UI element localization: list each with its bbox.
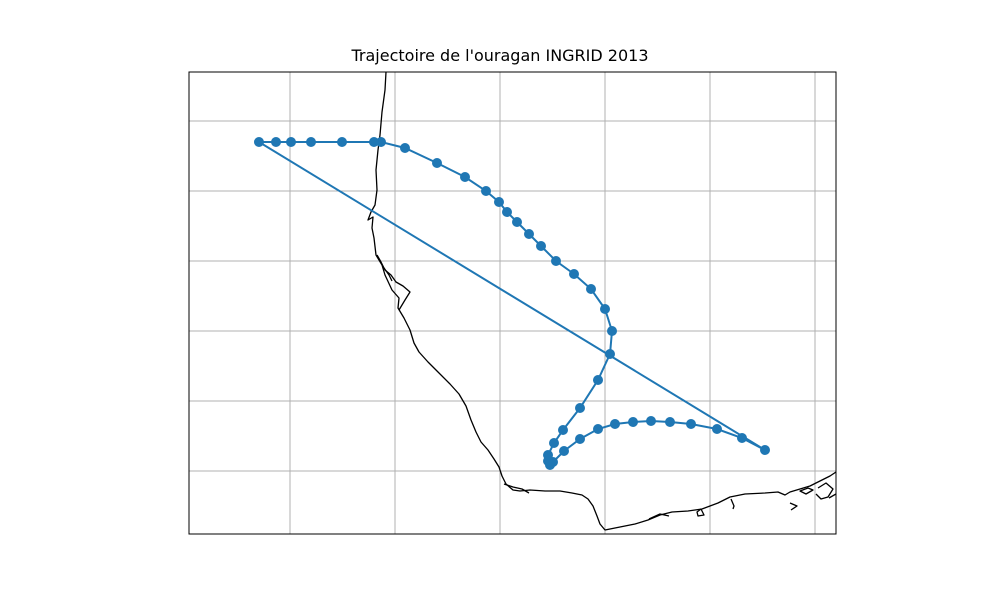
map-frame: [188, 71, 837, 535]
track-point: [512, 217, 522, 227]
track-point: [559, 446, 569, 456]
track-point: [536, 241, 546, 251]
track-point: [665, 417, 675, 427]
hurricane-track: [254, 137, 770, 470]
track-point: [460, 172, 470, 182]
track-point: [610, 419, 620, 429]
track-point: [607, 326, 617, 336]
gridlines: [189, 72, 836, 534]
track-point: [686, 419, 696, 429]
track-point: [737, 433, 747, 443]
map-title: Trajectoire de l'ouragan INGRID 2013: [351, 46, 649, 65]
track-point: [286, 137, 296, 147]
track-point: [494, 197, 504, 207]
track-point: [481, 186, 491, 196]
track-point: [646, 416, 656, 426]
track-point: [549, 438, 559, 448]
track-point: [605, 349, 615, 359]
track-point: [575, 434, 585, 444]
track-point: [569, 269, 579, 279]
track-point: [593, 375, 603, 385]
track-point: [543, 450, 553, 460]
track-point: [628, 417, 638, 427]
track-point: [400, 143, 410, 153]
track-point: [432, 158, 442, 168]
track-line: [255, 141, 766, 467]
track-point: [337, 137, 347, 147]
track-point: [369, 137, 379, 147]
track-point: [586, 284, 596, 294]
track-point: [593, 424, 603, 434]
track-point: [524, 229, 534, 239]
track-point: [551, 256, 561, 266]
track-point: [558, 425, 568, 435]
track-point: [271, 137, 281, 147]
coastline: [367, 72, 836, 531]
track-point: [712, 424, 722, 434]
track-point: [254, 137, 264, 147]
track-point: [600, 304, 610, 314]
track-point: [306, 137, 316, 147]
track-point: [376, 137, 386, 147]
track-point: [502, 207, 512, 217]
track-point: [760, 445, 770, 455]
track-point: [575, 403, 585, 413]
